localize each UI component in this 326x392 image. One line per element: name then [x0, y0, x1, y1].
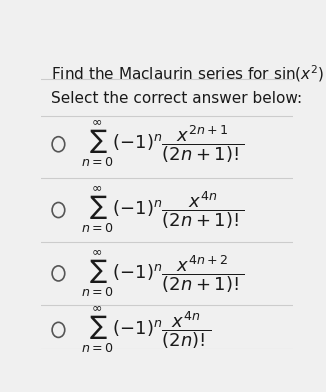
Text: $\sum_{n=0}^{\infty}(-1)^n\dfrac{x^{2n+1}}{(2n+1)!}$: $\sum_{n=0}^{\infty}(-1)^n\dfrac{x^{2n+1… [81, 119, 245, 169]
Text: Find the Maclaurin series for $\sin(x^2)$: Find the Maclaurin series for $\sin(x^2)… [51, 64, 324, 84]
Text: $\sum_{n=0}^{\infty}(-1)^n\dfrac{x^{4n+2}}{(2n+1)!}$: $\sum_{n=0}^{\infty}(-1)^n\dfrac{x^{4n+2… [81, 249, 245, 298]
Text: $\sum_{n=0}^{\infty}(-1)^n\dfrac{x^{4n}}{(2n+1)!}$: $\sum_{n=0}^{\infty}(-1)^n\dfrac{x^{4n}}… [81, 185, 245, 235]
Text: Select the correct answer below:: Select the correct answer below: [51, 91, 302, 106]
Text: $\sum_{n=0}^{\infty}(-1)^n\dfrac{x^{4n}}{(2n)!}$: $\sum_{n=0}^{\infty}(-1)^n\dfrac{x^{4n}}… [81, 305, 212, 355]
